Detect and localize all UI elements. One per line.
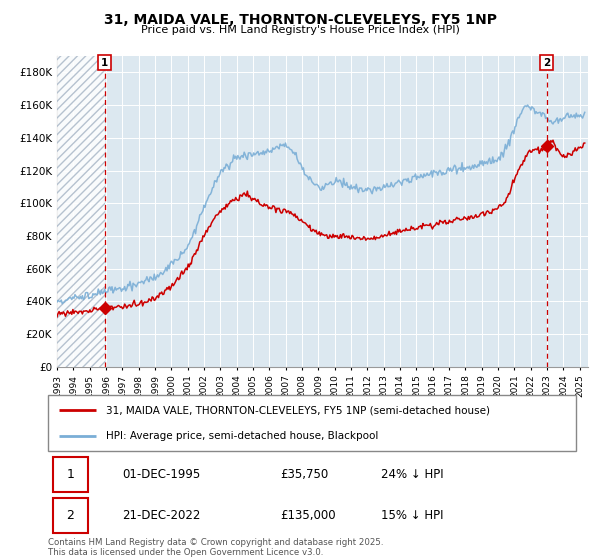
Text: £135,000: £135,000 [280, 509, 336, 522]
Bar [57, 56, 105, 367]
Text: 1: 1 [101, 58, 109, 68]
Text: 31, MAIDA VALE, THORNTON-CLEVELEYS, FY5 1NP (semi-detached house): 31, MAIDA VALE, THORNTON-CLEVELEYS, FY5 … [106, 405, 490, 416]
Bar [53, 498, 88, 533]
Text: 15% ↓ HPI: 15% ↓ HPI [380, 509, 443, 522]
Text: Contains HM Land Registry data © Crown copyright and database right 2025.
This d: Contains HM Land Registry data © Crown c… [48, 538, 383, 557]
Text: HPI: Average price, semi-detached house, Blackpool: HPI: Average price, semi-detached house,… [106, 431, 379, 441]
Text: £35,750: £35,750 [280, 468, 329, 481]
Text: Price paid vs. HM Land Registry's House Price Index (HPI): Price paid vs. HM Land Registry's House … [140, 25, 460, 35]
Text: 2: 2 [67, 509, 74, 522]
Text: 31, MAIDA VALE, THORNTON-CLEVELEYS, FY5 1NP: 31, MAIDA VALE, THORNTON-CLEVELEYS, FY5 … [104, 13, 497, 27]
Text: 21-DEC-2022: 21-DEC-2022 [122, 509, 200, 522]
Text: 2: 2 [543, 58, 550, 68]
Text: 24% ↓ HPI: 24% ↓ HPI [380, 468, 443, 481]
Text: 01-DEC-1995: 01-DEC-1995 [122, 468, 200, 481]
Bar [53, 457, 88, 492]
Text: 1: 1 [67, 468, 74, 481]
